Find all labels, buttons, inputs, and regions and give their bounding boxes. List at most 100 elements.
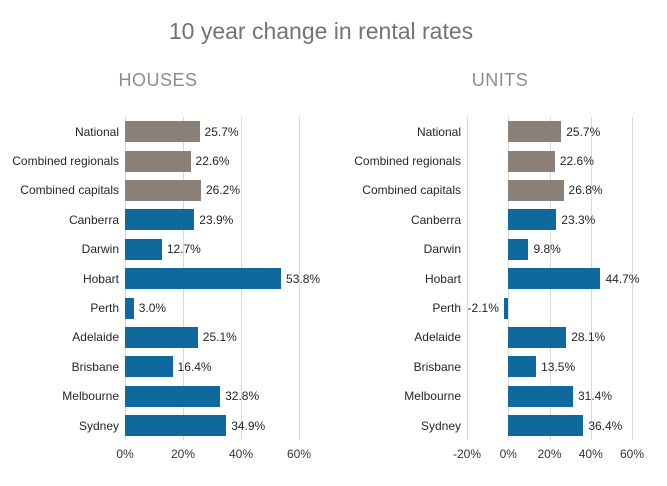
category-label: Brisbane bbox=[413, 359, 461, 374]
value-label: 31.4% bbox=[578, 389, 613, 404]
bar-cell: 23.9% bbox=[125, 205, 299, 234]
bar-cell: 36.4% bbox=[467, 411, 632, 440]
chart-row: Canberra 23.3% bbox=[350, 205, 650, 234]
bar-cell: 26.2% bbox=[125, 176, 299, 205]
category-label: Hobart bbox=[82, 271, 119, 286]
chart-row: Combined capitals 26.2% bbox=[8, 176, 308, 205]
category-label: Sydney bbox=[420, 418, 461, 433]
axis-tick-label: 0% bbox=[116, 447, 134, 462]
category-label: Combined regionals bbox=[12, 154, 119, 169]
bar bbox=[125, 121, 200, 143]
chart-row: Sydney 34.9% bbox=[8, 411, 308, 440]
bar bbox=[508, 179, 564, 201]
value-label: 3.0% bbox=[138, 301, 167, 316]
category-label: Darwin bbox=[81, 242, 119, 257]
bar-cell: 3.0% bbox=[125, 293, 299, 322]
value-label: 34.9% bbox=[231, 418, 266, 433]
value-label: 28.1% bbox=[571, 330, 606, 345]
gridline bbox=[467, 117, 468, 441]
chart-row: Sydney 36.4% bbox=[350, 411, 650, 440]
category-label: Combined capitals bbox=[20, 183, 119, 198]
chart-row: Perth -2.1% bbox=[350, 293, 650, 322]
bar-cell: 22.6% bbox=[467, 146, 632, 175]
houses-panel: HOUSES National 25.7% Combined regionals 22… bbox=[8, 70, 320, 461]
category-label: Brisbane bbox=[71, 359, 119, 374]
value-label: 53.8% bbox=[286, 271, 321, 286]
bar bbox=[125, 268, 282, 290]
category-label: Adelaide bbox=[414, 330, 461, 345]
value-label: 16.4% bbox=[177, 359, 212, 374]
value-label: 22.6% bbox=[195, 154, 230, 169]
chart-row: Combined capitals 26.8% bbox=[350, 176, 650, 205]
gridline bbox=[632, 117, 633, 441]
bar bbox=[508, 209, 557, 231]
bar-cell: 32.8% bbox=[125, 382, 299, 411]
value-label: 23.9% bbox=[199, 212, 234, 227]
chart-row: Hobart 44.7% bbox=[350, 264, 650, 293]
bar bbox=[508, 415, 584, 437]
bar-cell: -2.1% bbox=[467, 293, 632, 322]
bar-cell: 26.8% bbox=[467, 176, 632, 205]
category-label: Canberra bbox=[410, 212, 461, 227]
chart-row: Darwin 9.8% bbox=[350, 235, 650, 264]
category-label: Melbourne bbox=[62, 389, 119, 404]
axis-tick-label: 40% bbox=[578, 447, 603, 462]
value-label: 12.7% bbox=[166, 242, 201, 257]
bar bbox=[508, 385, 573, 407]
bar-cell: 13.5% bbox=[467, 352, 632, 381]
category-label: National bbox=[416, 124, 461, 139]
value-label: 25.7% bbox=[566, 124, 601, 139]
units-panel: UNITS National 25.7% Combined regionals 22.… bbox=[350, 70, 650, 461]
chart-row: Brisbane 13.5% bbox=[350, 352, 650, 381]
bar-cell: 28.1% bbox=[467, 323, 632, 352]
bar-cell: 16.4% bbox=[125, 352, 299, 381]
chart-row: Combined regionals 22.6% bbox=[8, 146, 308, 175]
gridline bbox=[299, 117, 300, 441]
chart-row: National 25.7% bbox=[350, 117, 650, 146]
bar bbox=[125, 238, 162, 260]
chart-row: Adelaide 28.1% bbox=[350, 323, 650, 352]
category-label: Darwin bbox=[423, 242, 461, 257]
chart-row: Melbourne 32.8% bbox=[8, 382, 308, 411]
value-label: 25.7% bbox=[204, 124, 239, 139]
value-label: 22.6% bbox=[559, 154, 594, 169]
bar-cell: 34.9% bbox=[125, 411, 299, 440]
bar bbox=[508, 150, 555, 172]
value-label: 26.2% bbox=[205, 183, 240, 198]
chart-row: Canberra 23.9% bbox=[8, 205, 308, 234]
bar bbox=[125, 326, 198, 348]
bar-cell: 25.7% bbox=[467, 117, 632, 146]
category-label: Perth bbox=[432, 301, 461, 316]
bar-cell: 23.3% bbox=[467, 205, 632, 234]
chart-row: Darwin 12.7% bbox=[8, 235, 308, 264]
category-label: Combined regionals bbox=[354, 154, 461, 169]
bar bbox=[125, 209, 195, 231]
bar bbox=[125, 415, 227, 437]
bar bbox=[508, 268, 601, 290]
bar-cell: 53.8% bbox=[125, 264, 320, 293]
bar bbox=[508, 326, 567, 348]
value-label: 44.7% bbox=[605, 271, 640, 286]
bar-cell: 9.8% bbox=[467, 235, 632, 264]
bar-cell: 31.4% bbox=[467, 382, 632, 411]
bar bbox=[125, 150, 191, 172]
value-label: 26.8% bbox=[568, 183, 603, 198]
axis-tick-label: 0% bbox=[499, 447, 517, 462]
bar-cell: 12.7% bbox=[125, 235, 299, 264]
category-label: Sydney bbox=[78, 418, 119, 433]
bar bbox=[503, 297, 509, 319]
units-heading: UNITS bbox=[471, 70, 529, 90]
value-label: 32.8% bbox=[225, 389, 260, 404]
houses-heading: HOUSES bbox=[118, 70, 198, 90]
axis-tick-label: -20% bbox=[452, 447, 482, 462]
bar-cell: 22.6% bbox=[125, 146, 299, 175]
chart-row: Perth 3.0% bbox=[8, 293, 308, 322]
x-axis: -20% 0% 20% 40% 60% bbox=[453, 447, 644, 463]
chart-row: National 25.7% bbox=[8, 117, 308, 146]
value-label: 36.4% bbox=[588, 418, 623, 433]
category-label: Canberra bbox=[68, 212, 119, 227]
bar-cell: 25.7% bbox=[125, 117, 299, 146]
bar bbox=[125, 356, 173, 378]
category-label: Combined capitals bbox=[362, 183, 461, 198]
